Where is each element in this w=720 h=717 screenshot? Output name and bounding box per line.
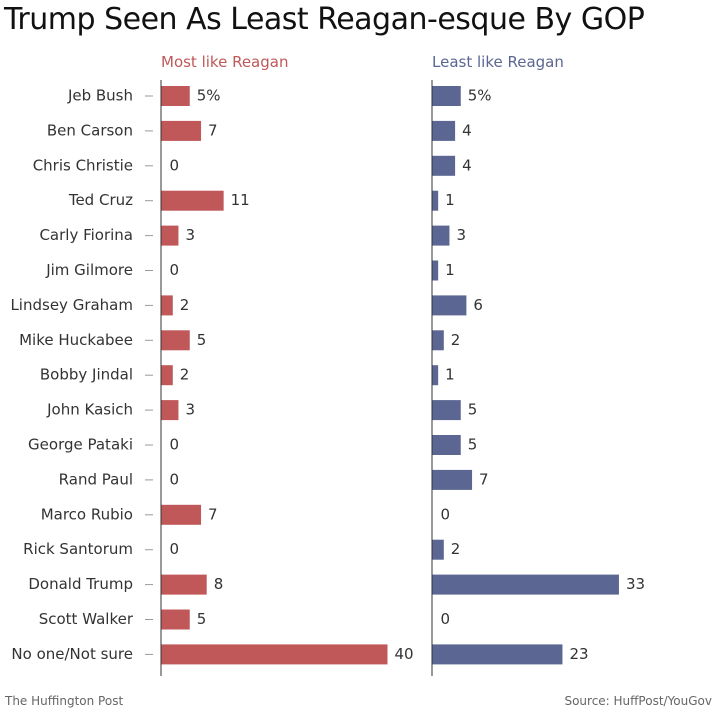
value-label-least-like: 4	[462, 156, 472, 174]
bar-most-like	[161, 504, 202, 525]
value-label-most-like: 8	[214, 575, 224, 593]
category-label: No one/Not sure	[11, 645, 133, 663]
bar-most-like	[161, 644, 388, 665]
legend-least-like-reagan: Least like Reagan	[432, 53, 564, 71]
category-label: Scott Walker	[39, 610, 134, 628]
value-label-most-like: 5	[197, 610, 207, 628]
bar-least-like	[432, 435, 461, 455]
category-label: Marco Rubio	[41, 505, 133, 523]
category-label: Ben Carson	[47, 121, 133, 139]
bar-least-like	[432, 469, 473, 490]
bar-least-like	[432, 86, 461, 106]
footer-credit: The Huffington Post	[5, 694, 124, 708]
bar-most-like	[161, 86, 190, 106]
category-label: Rick Santorum	[23, 540, 133, 558]
value-label-least-like: 0	[441, 505, 451, 523]
category-label: Carly Fiorina	[39, 226, 133, 244]
bar-least-like	[432, 155, 456, 176]
bar-least-like	[432, 120, 456, 141]
value-label-least-like: 3	[456, 226, 466, 244]
value-label-least-like: 23	[569, 645, 588, 663]
category-label: George Pataki	[28, 436, 133, 454]
bar-least-like	[432, 330, 444, 351]
value-label-least-like: 2	[451, 331, 461, 349]
value-label-most-like: 0	[170, 436, 180, 454]
footer-source: Source: HuffPost/YouGov	[564, 694, 712, 708]
bar-most-like	[161, 190, 224, 211]
value-label-least-like: 1	[445, 191, 455, 209]
value-label-most-like: 40	[395, 645, 414, 663]
bar-least-like	[432, 400, 461, 421]
value-label-most-like: 0	[170, 261, 180, 279]
value-label-least-like: 5	[468, 401, 478, 419]
value-label-least-like: 33	[626, 575, 645, 593]
bar-least-like	[432, 260, 439, 281]
value-label-most-like: 3	[185, 401, 195, 419]
bar-most-like	[161, 120, 202, 141]
value-label-least-like: 6	[473, 296, 483, 314]
value-label-most-like: 3	[185, 226, 195, 244]
bar-most-like	[161, 574, 207, 595]
value-label-least-like: 1	[445, 366, 455, 384]
chart-title: Trump Seen As Least Reagan-esque By GOP	[4, 2, 645, 37]
bar-chart: Most like Reagan Least like Reagan Jeb Bus…	[10, 53, 645, 676]
value-label-most-like: 5	[197, 331, 207, 349]
value-label-most-like: 2	[180, 296, 190, 314]
value-label-most-like: 11	[231, 191, 250, 209]
value-label-least-like: 0	[441, 610, 451, 628]
value-label-most-like: 7	[208, 505, 218, 523]
value-label-most-like: 0	[170, 540, 180, 558]
value-label-least-like: 1	[445, 261, 455, 279]
value-label-least-like: 2	[451, 540, 461, 558]
category-label: Donald Trump	[28, 575, 133, 593]
value-label-least-like: 5%	[468, 87, 492, 105]
bar-most-like	[161, 365, 173, 386]
bar-least-like	[432, 539, 444, 560]
value-label-most-like: 2	[180, 366, 190, 384]
category-label: Chris Christie	[33, 156, 133, 174]
category-label: Jeb Bush	[67, 87, 133, 105]
bar-least-like	[432, 574, 619, 595]
category-label: Ted Cruz	[68, 191, 133, 209]
bar-least-like	[432, 365, 439, 386]
category-label: John Kasich	[46, 401, 133, 419]
category-label: Lindsey Graham	[10, 296, 133, 314]
bar-least-like	[432, 190, 439, 211]
bar-most-like	[161, 400, 179, 421]
category-label: Rand Paul	[59, 470, 133, 488]
value-label-most-like: 0	[170, 156, 180, 174]
value-label-most-like: 5%	[197, 87, 221, 105]
value-label-least-like: 7	[479, 470, 489, 488]
bar-least-like	[432, 644, 563, 665]
value-label-most-like: 7	[208, 121, 218, 139]
bar-most-like	[161, 295, 173, 316]
value-label-least-like: 5	[468, 436, 478, 454]
value-label-most-like: 0	[170, 470, 180, 488]
bar-most-like	[161, 225, 179, 246]
legend-most-like-reagan: Most like Reagan	[161, 53, 288, 71]
bar-least-like	[432, 225, 450, 246]
category-label: Bobby Jindal	[40, 366, 133, 384]
value-label-least-like: 4	[462, 121, 472, 139]
bar-most-like	[161, 330, 190, 351]
category-label: Mike Huckabee	[19, 331, 133, 349]
bar-most-like	[161, 609, 190, 630]
category-label: Jim Gilmore	[45, 261, 133, 279]
bar-least-like	[432, 295, 467, 316]
